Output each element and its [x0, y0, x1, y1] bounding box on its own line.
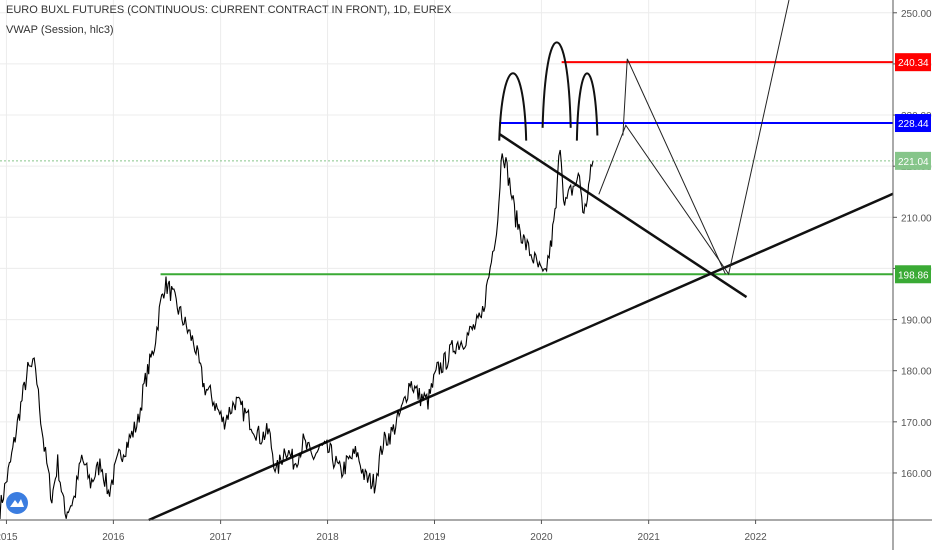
price-level-label: 198.86	[898, 270, 929, 281]
pattern-arc[interactable]	[541, 41, 572, 128]
price-tick-label: 160.00	[901, 469, 932, 480]
time-tick-label: 2017	[209, 532, 232, 543]
price-level-badge	[895, 151, 931, 170]
price-level-badge	[895, 53, 931, 72]
price-tick-label: 190.00	[901, 316, 932, 327]
price-tick-label: 170.00	[901, 418, 932, 429]
price-tick-label: 250.00	[901, 9, 932, 20]
price-level-label: 240.34	[898, 58, 929, 69]
price-tick-label: 180.00	[901, 367, 932, 378]
pattern-arc[interactable]	[498, 72, 528, 141]
price-level-badge	[895, 114, 931, 133]
projection-path[interactable]	[622, 58, 726, 275]
trendline[interactable]	[498, 132, 748, 299]
vwap-indicator-legend[interactable]: VWAP (Session, hlc3)	[6, 24, 114, 36]
time-tick-label: 2018	[316, 532, 339, 543]
time-tick-label: 2015	[0, 532, 18, 543]
projection-path[interactable]	[598, 0, 790, 276]
price-level-label: 228.44	[898, 119, 929, 130]
time-tick-label: 2019	[423, 532, 446, 543]
price-level-badge	[895, 265, 931, 284]
price-level-label: 221.04	[898, 157, 929, 168]
pattern-arc[interactable]	[575, 72, 599, 141]
time-tick-label: 2022	[744, 532, 767, 543]
price-tick-label: 210.00	[901, 213, 932, 224]
time-tick-label: 2021	[638, 532, 661, 543]
time-tick-label: 2020	[530, 532, 553, 543]
price-series-line[interactable]	[0, 149, 594, 520]
chart-title: EURO BUXL FUTURES (CONTINUOUS: CURRENT C…	[6, 4, 452, 16]
trendline[interactable]	[148, 192, 894, 522]
time-tick-label: 2016	[102, 532, 125, 543]
tradingview-logo-icon[interactable]	[6, 492, 28, 514]
